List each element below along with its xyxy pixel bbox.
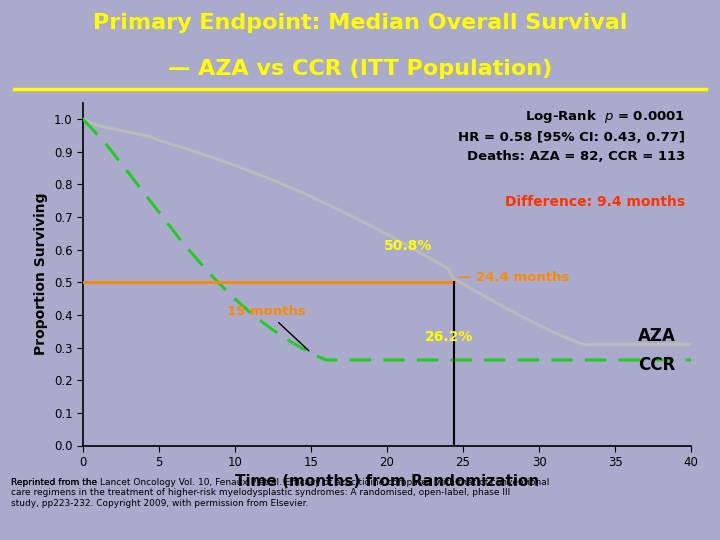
Text: — 24.4 months: — 24.4 months [459, 271, 570, 284]
Text: CCR: CCR [638, 356, 675, 375]
Text: Primary Endpoint: Median Overall Survival: Primary Endpoint: Median Overall Surviva… [93, 14, 627, 33]
Text: Log-Rank  $p$ = 0.0001
HR = 0.58 [95% CI: 0.43, 0.77]
Deaths: AZA = 82, CCR = 11: Log-Rank $p$ = 0.0001 HR = 0.58 [95% CI:… [458, 108, 685, 163]
Text: Reprinted from the Lancet Oncology Vol. 10, Fenaux P et al. Efficacy of azacitid: Reprinted from the Lancet Oncology Vol. … [11, 478, 549, 508]
Text: Reprinted from the: Reprinted from the [11, 478, 100, 487]
Y-axis label: Proportion Surviving: Proportion Surviving [35, 193, 48, 355]
Text: 26.2%: 26.2% [425, 330, 474, 344]
Text: AZA: AZA [638, 327, 676, 345]
Text: Difference: 9.4 months: Difference: 9.4 months [505, 195, 685, 209]
X-axis label: Time (months) from Randomization: Time (months) from Randomization [235, 475, 539, 489]
Text: 15 months: 15 months [228, 305, 309, 351]
Text: 50.8%: 50.8% [384, 239, 432, 253]
Text: — AZA vs CCR (ITT Population): — AZA vs CCR (ITT Population) [168, 59, 552, 79]
